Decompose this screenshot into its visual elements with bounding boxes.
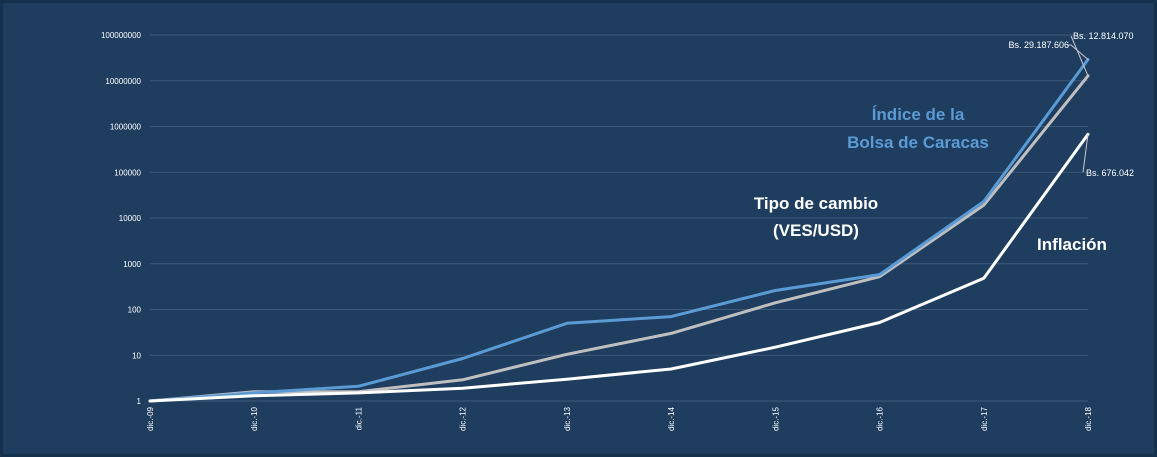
y-tick-label: 1000: [123, 260, 141, 269]
y-tick-label: 100000: [114, 168, 141, 177]
x-axis: dic.-09 dic.-10 dic.-11 dic.-12 dic.-13 dic.-…: [146, 406, 1093, 431]
callout-label: Bs. 676.042: [1086, 168, 1134, 178]
series-line-1: [148, 74, 1090, 403]
series-lines: [148, 58, 1090, 403]
x-tick-label: dic.-09: [146, 406, 155, 431]
x-tick-label: dic.-16: [876, 406, 885, 431]
y-tick-label: 100: [128, 306, 142, 315]
y-tick-label: 10000: [119, 214, 142, 223]
x-tick-label: dic.-17: [980, 406, 989, 431]
series-line-0: [148, 58, 1090, 403]
series-labels: Índice de la Bolsa de Caracas Tipo de camb…: [754, 105, 1107, 254]
callout-leader: [1082, 134, 1089, 173]
y-tick-label: 10: [132, 351, 141, 360]
series-label: Índice de la: [872, 105, 965, 124]
x-tick-label: dic.-18: [1084, 406, 1093, 431]
series-label: Bolsa de Caracas: [847, 133, 989, 152]
series-label: Tipo de cambio: [754, 194, 878, 213]
callouts: Bs. 29.187.606 Bs. 12.814.070 Bs. 676.042: [1008, 31, 1134, 178]
series-line-2: [148, 132, 1090, 403]
x-tick-label: dic.-13: [563, 406, 572, 431]
y-tick-label: 100000000: [101, 31, 142, 40]
x-tick-label: dic.-10: [250, 406, 259, 431]
gridlines: [150, 34, 1088, 402]
callout-leader: [1070, 35, 1089, 77]
callout-label: Bs. 12.814.070: [1073, 31, 1134, 41]
x-tick-label: dic.-15: [771, 406, 780, 431]
callout-leader: [1067, 44, 1089, 60]
y-tick-label: 1000000: [110, 123, 142, 132]
x-tick-label: dic.-12: [459, 406, 468, 431]
series-label: (VES/USD): [773, 221, 859, 240]
y-tick-label: 10000000: [105, 77, 141, 86]
callout-label: Bs. 29.187.606: [1008, 40, 1069, 50]
y-tick-label: 1: [137, 397, 142, 406]
x-tick-label: dic.-11: [354, 406, 363, 430]
series-label: Inflación: [1037, 235, 1107, 254]
y-axis: 1 10 100 1000 10000 100000 1000000 10000000 1000…: [101, 31, 142, 406]
x-tick-label: dic.-14: [667, 406, 676, 431]
